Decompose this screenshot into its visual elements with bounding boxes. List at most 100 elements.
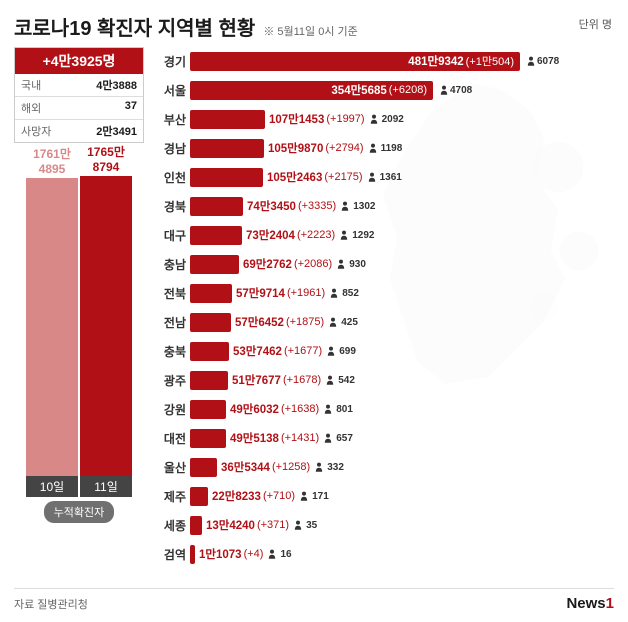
region-bar-text: 481만9342(+1만504) <box>408 53 514 69</box>
person-icon <box>329 317 337 327</box>
region-row: 세종 13만4240(+371)35 <box>154 511 614 539</box>
region-bar <box>190 255 239 274</box>
region-bar-wrap: 105만9870(+2794)1198 <box>190 137 614 159</box>
region-bar <box>190 197 243 216</box>
region-person-count: 1302 <box>353 201 375 212</box>
summary-row-label: 해외 <box>21 100 41 116</box>
region-bar-wrap: 22만8233(+710)171 <box>190 485 614 507</box>
region-name: 충북 <box>154 343 190 360</box>
header: 코로나19 확진자 지역별 현황 ※ 5월11일 0시 기준 <box>14 12 614 41</box>
region-bar <box>190 110 265 129</box>
region-bar-text: 49만6032(+1638)801 <box>230 401 353 417</box>
region-row: 경남 105만9870(+2794)1198 <box>154 134 614 162</box>
person-icon <box>368 172 376 182</box>
region-name: 부산 <box>154 111 190 128</box>
region-row: 충남 69만2762(+2086)930 <box>154 250 614 278</box>
region-name: 검역 <box>154 546 190 563</box>
region-bar-text: 49만5138(+1431)657 <box>230 430 353 446</box>
region-person-count: 332 <box>327 462 344 473</box>
region-row: 인천 105만2463(+2175)1361 <box>154 163 614 191</box>
region-bar-wrap: 481만9342(+1만504) 6078 <box>190 50 614 72</box>
region-person-count: 699 <box>339 346 356 357</box>
region-bar-wrap: 73만2404(+2223)1292 <box>190 224 614 246</box>
region-bar-wrap: 51만7677(+1678)542 <box>190 369 614 391</box>
region-bar-text: 36만5344(+1258)332 <box>221 459 344 475</box>
person-icon <box>340 230 348 240</box>
region-bar <box>190 342 229 361</box>
curr-day-bar <box>80 176 132 476</box>
region-person-count: 852 <box>342 288 359 299</box>
region-bar-text: 51만7677(+1678)542 <box>232 372 355 388</box>
person-icon <box>330 288 338 298</box>
region-row: 울산 36만5344(+1258)332 <box>154 453 614 481</box>
region-bar-text: 22만8233(+710)171 <box>212 488 329 504</box>
cumulative-compare-chart: 1761만4895 10일 1765만8794 11일 <box>14 157 144 497</box>
person-icon <box>337 259 345 269</box>
prev-day-label: 10일 <box>26 476 78 497</box>
region-name: 광주 <box>154 372 190 389</box>
region-bar-text: 107만1453(+1997)2092 <box>269 111 404 127</box>
region-row: 대구 73만2404(+2223)1292 <box>154 221 614 249</box>
region-person-count: 1292 <box>352 230 374 241</box>
region-bar-wrap: 354만5685(+6208) 4708 <box>190 79 614 101</box>
region-bar-wrap: 74만3450(+3335)1302 <box>190 195 614 217</box>
region-row: 대전 49만5138(+1431)657 <box>154 424 614 452</box>
prev-day-value: 1761만4895 <box>33 147 71 176</box>
region-bar: 481만9342(+1만504) <box>190 52 520 71</box>
person-icon <box>527 56 535 66</box>
region-bar-text: 57만6452(+1875)425 <box>235 314 358 330</box>
region-person-count: 2092 <box>382 114 404 125</box>
infographic-container: 코로나19 확진자 지역별 현황 ※ 5월11일 0시 기준 단위 명 +4만3… <box>0 0 628 622</box>
region-name: 대전 <box>154 430 190 447</box>
summary-row: 해외 37 <box>15 97 143 120</box>
region-bar: 354만5685(+6208) <box>190 81 433 100</box>
region-row: 부산 107만1453(+1997)2092 <box>154 105 614 133</box>
region-row: 광주 51만7677(+1678)542 <box>154 366 614 394</box>
news1-logo: News1 <box>566 595 614 612</box>
region-bar <box>190 139 264 158</box>
cumulative-label: 누적확진자 <box>44 501 115 523</box>
person-icon <box>300 491 308 501</box>
region-name: 전북 <box>154 285 190 302</box>
region-bar-text: 354만5685(+6208) <box>331 82 427 98</box>
region-row: 검역 1만1073(+4)16 <box>154 540 614 568</box>
region-bar <box>190 400 226 419</box>
region-row: 충북 53만7462(+1677)699 <box>154 337 614 365</box>
region-bar <box>190 313 231 332</box>
region-bar-text: 53만7462(+1677)699 <box>233 343 356 359</box>
person-icon <box>341 201 349 211</box>
region-bar-wrap: 105만2463(+2175)1361 <box>190 166 614 188</box>
region-name: 제주 <box>154 488 190 505</box>
region-bar-text: 105만9870(+2794)1198 <box>268 140 402 156</box>
region-bar-wrap: 107만1453(+1997)2092 <box>190 108 614 130</box>
region-person-count: 801 <box>336 404 353 415</box>
person-icon <box>440 85 448 95</box>
region-bar-wrap: 57만9714(+1961)852 <box>190 282 614 304</box>
region-person-count: 6078 <box>537 56 559 67</box>
summary-row-label: 국내 <box>21 77 41 93</box>
compare-bar-prev: 1761만4895 10일 <box>26 147 78 497</box>
region-person-count: 657 <box>336 433 353 444</box>
region-bar <box>190 458 217 477</box>
region-bar-text: 73만2404(+2223)1292 <box>246 227 374 243</box>
region-name: 경기 <box>154 53 190 70</box>
region-row: 서울 354만5685(+6208) 4708 <box>154 76 614 104</box>
region-row: 강원 49만6032(+1638)801 <box>154 395 614 423</box>
region-name: 인천 <box>154 169 190 186</box>
summary-row-label: 사망자 <box>21 123 51 139</box>
region-bar-wrap: 53만7462(+1677)699 <box>190 340 614 362</box>
region-person-count: 542 <box>338 375 355 386</box>
region-bar-wrap: 49만6032(+1638)801 <box>190 398 614 420</box>
regional-chart: 경기 481만9342(+1만504) 6078서울 354만5685(+620… <box>154 47 614 569</box>
data-source: 자료 질병관리청 <box>14 596 88 612</box>
summary-row-value: 37 <box>125 100 137 116</box>
region-row: 전남 57만6452(+1875)425 <box>154 308 614 336</box>
region-person-count: 35 <box>306 520 317 531</box>
region-bar <box>190 487 208 506</box>
region-name: 강원 <box>154 401 190 418</box>
region-bar-text: 57만9714(+1961)852 <box>236 285 359 301</box>
region-row: 경기 481만9342(+1만504) 6078 <box>154 47 614 75</box>
person-icon <box>268 549 276 559</box>
region-bar-text: 69만2762(+2086)930 <box>243 256 366 272</box>
region-row: 전북 57만9714(+1961)852 <box>154 279 614 307</box>
